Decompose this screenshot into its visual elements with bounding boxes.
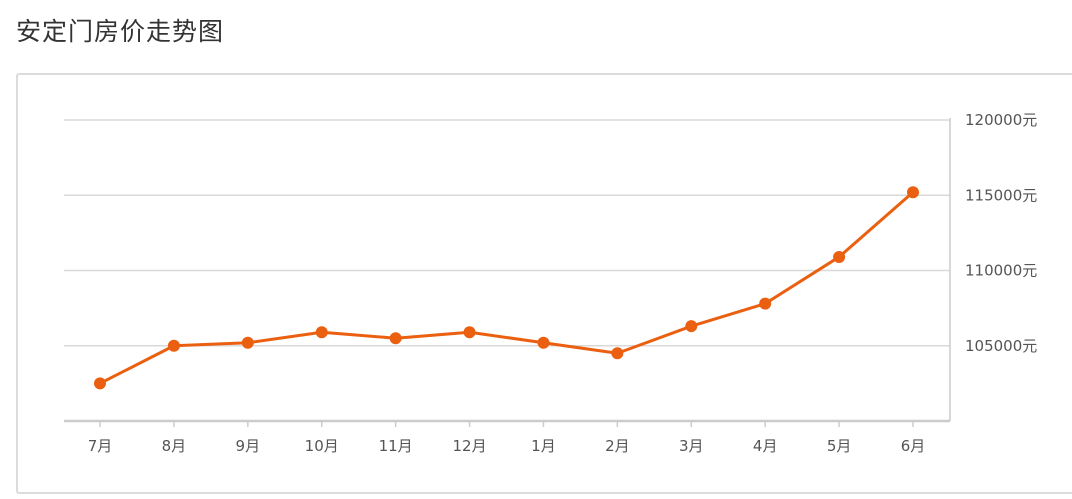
data-point[interactable]: [759, 297, 772, 310]
data-point[interactable]: [833, 250, 846, 263]
data-point[interactable]: [907, 186, 919, 199]
data-point[interactable]: [315, 326, 328, 339]
x-tick-label: 5月: [827, 437, 852, 455]
x-tick-label: 11月: [379, 437, 413, 455]
price-trend-chart: 105000元 110000元 115000元 120000元 7月 8月 9月 10月 11…: [64, 111, 1037, 455]
x-tick-label: 12月: [452, 437, 486, 455]
x-tick-label: 2月: [605, 437, 630, 455]
x-tick-label: 4月: [753, 437, 778, 455]
x-tick-labels: 7月 8月 9月 10月 11月 12月 1月 2月 3月 4月 5月 6月: [88, 437, 926, 455]
y-tick-label: 105000元: [965, 337, 1037, 355]
data-point[interactable]: [389, 332, 402, 345]
data-point[interactable]: [537, 336, 550, 349]
series-line: [98, 190, 915, 385]
x-tick-label: 3月: [679, 437, 704, 455]
data-point[interactable]: [685, 320, 698, 333]
price-series: [94, 186, 919, 390]
chart-card: 105000元 110000元 115000元 120000元 7月 8月 9月 10月 11…: [16, 73, 1072, 494]
grid-lines: [64, 119, 950, 347]
x-tick-label: 1月: [531, 437, 556, 455]
y-tick-label: 120000元: [965, 111, 1037, 129]
data-point[interactable]: [241, 336, 254, 349]
axes: [64, 118, 951, 427]
y-tick-labels: 105000元 110000元 115000元 120000元: [965, 111, 1037, 355]
x-tick-label: 10月: [305, 437, 339, 455]
data-point[interactable]: [167, 339, 180, 352]
data-point[interactable]: [94, 377, 106, 390]
x-tick-label: 9月: [236, 437, 261, 455]
y-tick-label: 110000元: [965, 262, 1037, 280]
page-title: 安定门房价走势图: [16, 17, 225, 46]
data-point[interactable]: [611, 347, 624, 360]
x-tick-label: 7月: [88, 437, 113, 455]
x-tick-label: 6月: [901, 437, 926, 455]
y-tick-label: 115000元: [965, 186, 1037, 204]
x-tick-label: 8月: [162, 437, 187, 455]
data-point[interactable]: [463, 326, 476, 339]
